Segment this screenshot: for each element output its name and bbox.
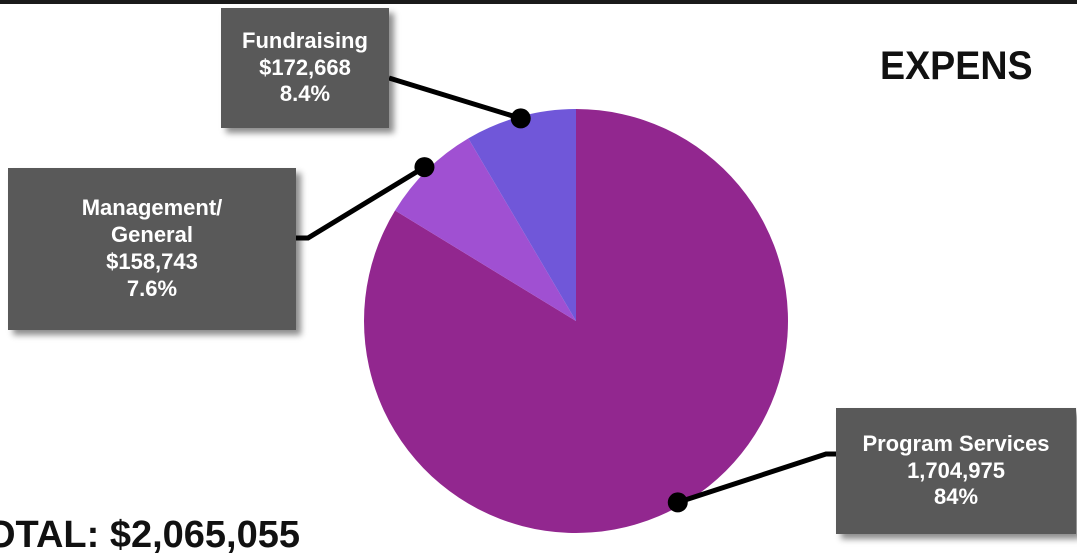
- chart-title: EXPENS: [880, 44, 1033, 88]
- callout-line: Program Services: [862, 430, 1050, 456]
- callout-line: 7.6%: [126, 275, 178, 301]
- leader-dot: [414, 157, 435, 178]
- program-services-callout: Program Services 1,704,975 84%: [836, 408, 1076, 534]
- leader-line: [676, 451, 836, 505]
- callout-line: $172,668: [259, 54, 351, 80]
- callout-line: 84%: [933, 484, 979, 510]
- pie-slice-management-general: [395, 138, 576, 321]
- leader-dot: [667, 492, 688, 513]
- callout-line: 8.4%: [279, 81, 331, 107]
- leader-line: [388, 75, 522, 121]
- callout-line: Management/: [81, 195, 223, 221]
- pie-slice-fundraising: [468, 109, 576, 321]
- total-expenses: OTAL: $2,065,055: [0, 514, 301, 556]
- expenses-pie-chart: [296, 75, 836, 534]
- management-general-callout: Management/ General $158,743 7.6%: [8, 168, 296, 330]
- top-rule: [0, 0, 1077, 4]
- pie-slice-program-services: [364, 109, 788, 534]
- callout-line: $158,743: [106, 249, 198, 274]
- callout-line: Fundraising: [242, 27, 368, 53]
- leader-dot: [510, 108, 531, 129]
- fundraising-callout: Fundraising $172,668 8.4%: [221, 8, 389, 128]
- callout-line: General: [111, 222, 193, 248]
- leader-line: [296, 164, 426, 241]
- callout-line: 1,704,975: [907, 457, 1005, 483]
